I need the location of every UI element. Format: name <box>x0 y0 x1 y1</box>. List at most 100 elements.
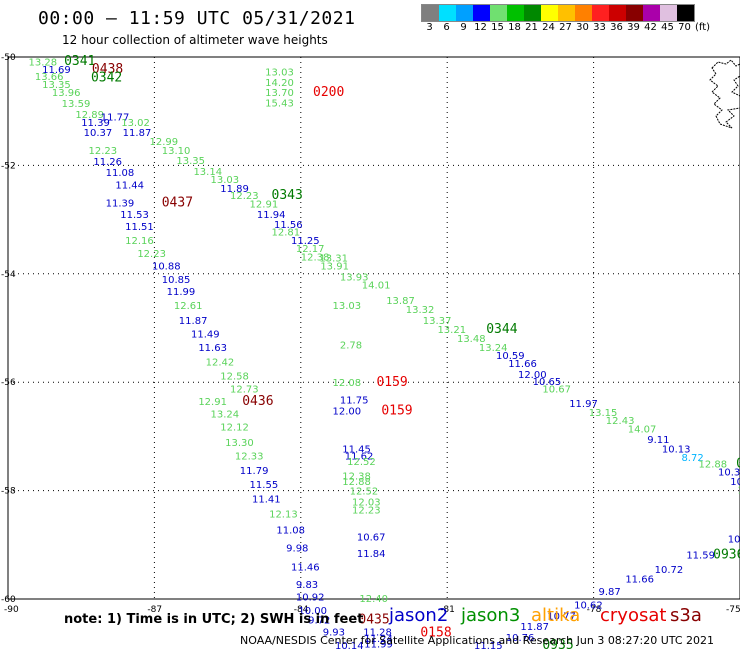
wave-height-label: 13.10 <box>162 146 191 157</box>
wave-height-label: 11.45 <box>342 444 371 455</box>
wave-height-label: 11.99 <box>364 639 393 650</box>
wave-height-label: 11.08 <box>106 168 135 179</box>
wave-height-label: 10.62 <box>574 600 603 611</box>
wave-height-label: 13.70 <box>265 88 294 99</box>
scale-swatch-4 <box>490 5 507 21</box>
wave-height-label: 12.52 <box>350 487 379 498</box>
wave-height-label: 9.72 <box>308 616 330 627</box>
pass-time-label: 0438 <box>92 62 123 77</box>
wave-height-label: 12.89 <box>75 110 104 121</box>
wave-height-label: 11.87 <box>520 622 549 633</box>
scale-label-14: 45 <box>661 22 674 33</box>
pass-time-label: 0435 <box>358 613 389 628</box>
scale-label-2: 9 <box>460 22 467 33</box>
wave-height-label: 11.87 <box>179 316 208 327</box>
wave-height-label: 12.81 <box>272 228 301 239</box>
wave-height-label: 11.62 <box>345 451 374 462</box>
legend-altika: altika <box>531 605 581 626</box>
lat-tick-label: -52 <box>1 161 16 171</box>
wave-height-label: 10.85 <box>728 534 740 545</box>
scale-label-15: 70 <box>678 22 691 33</box>
page-title: 00:00 – 11:59 UTC 05/31/2021 <box>38 8 356 29</box>
scale-label-3: 12 <box>474 22 487 33</box>
wave-height-label: 11.46 <box>291 562 320 573</box>
wave-height-label: 10.14 <box>335 641 364 650</box>
lon-tick-label: -78 <box>587 605 602 615</box>
wave-height-label: 10.59 <box>496 351 525 362</box>
wave-height-label: 10.72 <box>655 565 684 576</box>
lat-tick-label: -50 <box>1 53 16 63</box>
wave-height-label: 13.91 <box>320 262 349 273</box>
wave-height-label: 10.77 <box>547 611 576 622</box>
wave-height-label: 13.03 <box>265 68 294 79</box>
scale-label-8: 27 <box>559 22 572 33</box>
color-scale-bar <box>421 4 695 22</box>
scale-swatch-8 <box>558 5 575 21</box>
wave-height-label: 10.67 <box>357 533 386 544</box>
wave-height-label: 12.03 <box>352 497 381 508</box>
wave-height-label: 12.61 <box>174 301 203 312</box>
wave-height-label: 12.88 <box>699 460 728 471</box>
lat-tick-label: -60 <box>1 595 16 605</box>
wave-height-label: 10.65 <box>533 377 562 388</box>
scale-unit: (ft) <box>695 22 711 33</box>
wave-height-label: 13.03 <box>211 175 240 186</box>
legend-cryosat: cryosat <box>600 605 667 626</box>
wave-height-label: 10.88 <box>152 262 181 273</box>
credit-line: NOAA/NESDIS Center for Satellite Applica… <box>240 634 715 647</box>
pass-time-label: 0343 <box>272 188 303 203</box>
legend-s3a: s3a <box>670 605 702 626</box>
wave-height-label: 13.96 <box>52 88 81 99</box>
wave-height-label: 12.16 <box>125 236 154 247</box>
scale-swatch-0 <box>422 5 439 21</box>
wave-height-label: 12.23 <box>89 146 118 157</box>
wave-height-label: 13.24 <box>211 410 240 421</box>
coastline-shape <box>709 59 740 129</box>
pass-time-label: 0436 <box>242 394 273 409</box>
wave-height-label: 12.42 <box>206 358 235 369</box>
wave-height-label: 11.49 <box>191 329 220 340</box>
lat-tick-label: -54 <box>1 270 16 280</box>
wave-height-label: 10.85 <box>162 275 191 286</box>
wave-height-label: 9.11 <box>647 435 669 446</box>
wave-height-label: 11.28 <box>363 628 392 639</box>
wave-height-label: 11.51 <box>125 222 154 233</box>
wave-height-label: 11.56 <box>274 220 303 231</box>
scale-label-6: 21 <box>525 22 538 33</box>
color-scale-labels: 3 6 9 12 15 18 21 24 27 30 33 36 39 42 45 70 (ft) <box>421 22 710 33</box>
scale-label-13: 42 <box>644 22 657 33</box>
wave-height-label: 12.00 <box>518 370 547 381</box>
scale-label-0: 3 <box>426 22 433 33</box>
wave-height-label: 11.44 <box>115 180 144 191</box>
wave-height-label: 13.21 <box>437 325 466 336</box>
wave-height-label: 14.20 <box>265 78 294 89</box>
scale-swatch-13 <box>643 5 660 21</box>
wave-height-label: 12.13 <box>269 509 298 520</box>
wave-height-label: 13.31 <box>319 254 348 265</box>
wave-height-label: 12.38 <box>342 471 371 482</box>
wave-height-label: 12.52 <box>347 457 376 468</box>
wave-height-label: 13.15 <box>589 408 618 419</box>
wave-height-label: 10.92 <box>296 592 325 603</box>
wave-height-label: 11.75 <box>340 396 369 407</box>
scale-label-10: 33 <box>593 22 606 33</box>
pass-time-label: 0935 <box>542 638 573 650</box>
scale-label-4: 15 <box>491 22 504 33</box>
wave-height-label: 12.23 <box>230 191 259 202</box>
wave-height-label: 11.63 <box>198 343 227 354</box>
scale-swatch-15 <box>677 5 694 21</box>
wave-height-label: 9.98 <box>286 544 308 555</box>
wave-height-label: 11.66 <box>625 574 654 585</box>
wave-height-label: 10.67 <box>542 385 571 396</box>
wave-height-label: 13.87 <box>386 296 415 307</box>
lon-tick-label: -87 <box>147 605 162 615</box>
scale-swatch-7 <box>541 5 558 21</box>
wave-height-label: 13.03 <box>333 301 362 312</box>
lon-tick-label: -90 <box>4 605 19 615</box>
page-subtitle: 12 hour collection of altimeter wave hei… <box>62 33 328 47</box>
wave-height-label: 11.66 <box>508 359 537 370</box>
wave-height-label: 10.39 <box>718 468 740 479</box>
wave-height-label: 11.99 <box>167 287 196 298</box>
wave-height-label: 13.28 <box>28 57 57 68</box>
wave-height-label: 11.77 <box>101 113 130 124</box>
